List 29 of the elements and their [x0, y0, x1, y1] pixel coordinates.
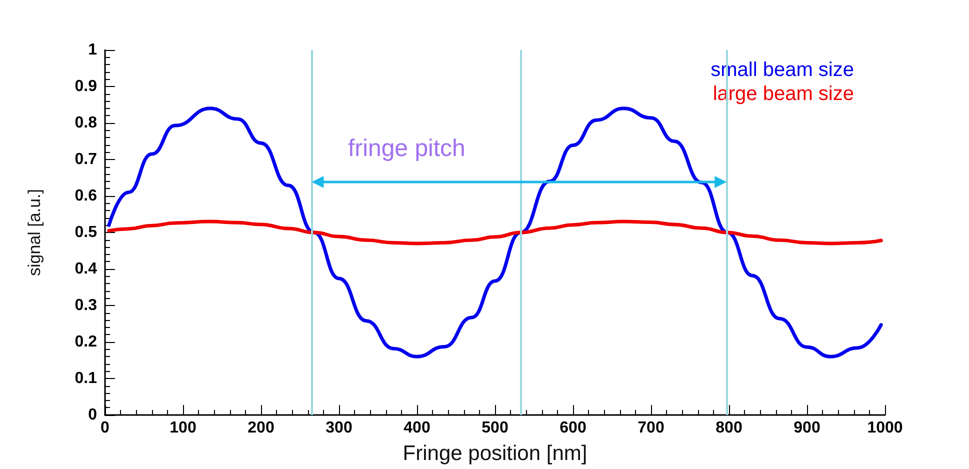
x-tick-label: 1000 [867, 420, 903, 436]
y-tick-label: 0.1 [74, 370, 98, 387]
y-tick-label: 0.2 [74, 334, 98, 350]
y-tick-label: 0.3 [74, 297, 98, 314]
x-tick-label: 200 [248, 420, 274, 436]
x-tick-label: 100 [170, 420, 196, 436]
text: small beam size [710, 59, 854, 81]
y-tick-label: 0.8 [74, 114, 98, 132]
y-tick-label: 0.4 [74, 260, 98, 278]
y-tick-label: 0.6 [74, 188, 98, 204]
y-tick-label: 0.9 [74, 78, 98, 95]
y-tick-label: 1 [88, 42, 98, 58]
x-tick-label: 0 [100, 420, 110, 436]
text: large beam size [712, 83, 854, 105]
x-tick-label: 900 [794, 420, 820, 436]
x-tick-label: 300 [326, 420, 352, 436]
line-series [107, 220, 883, 246]
x-tick-label: 600 [560, 420, 586, 436]
x-axis-title: Fringe position [nm] [402, 442, 588, 465]
x-tick-label: 400 [404, 420, 430, 436]
y-tick-label: 0 [88, 406, 98, 424]
annotation: fringe pitch [348, 135, 466, 162]
y-axis-title: signal [a.u.] [25, 189, 44, 276]
line-series [107, 106, 883, 358]
x-tick-label: 700 [638, 420, 664, 436]
x-tick-label: 800 [716, 420, 742, 436]
y-tick-label: 0.7 [74, 151, 98, 168]
y-tick-label: 0.5 [74, 224, 98, 241]
x-tick-label: 500 [482, 420, 508, 436]
